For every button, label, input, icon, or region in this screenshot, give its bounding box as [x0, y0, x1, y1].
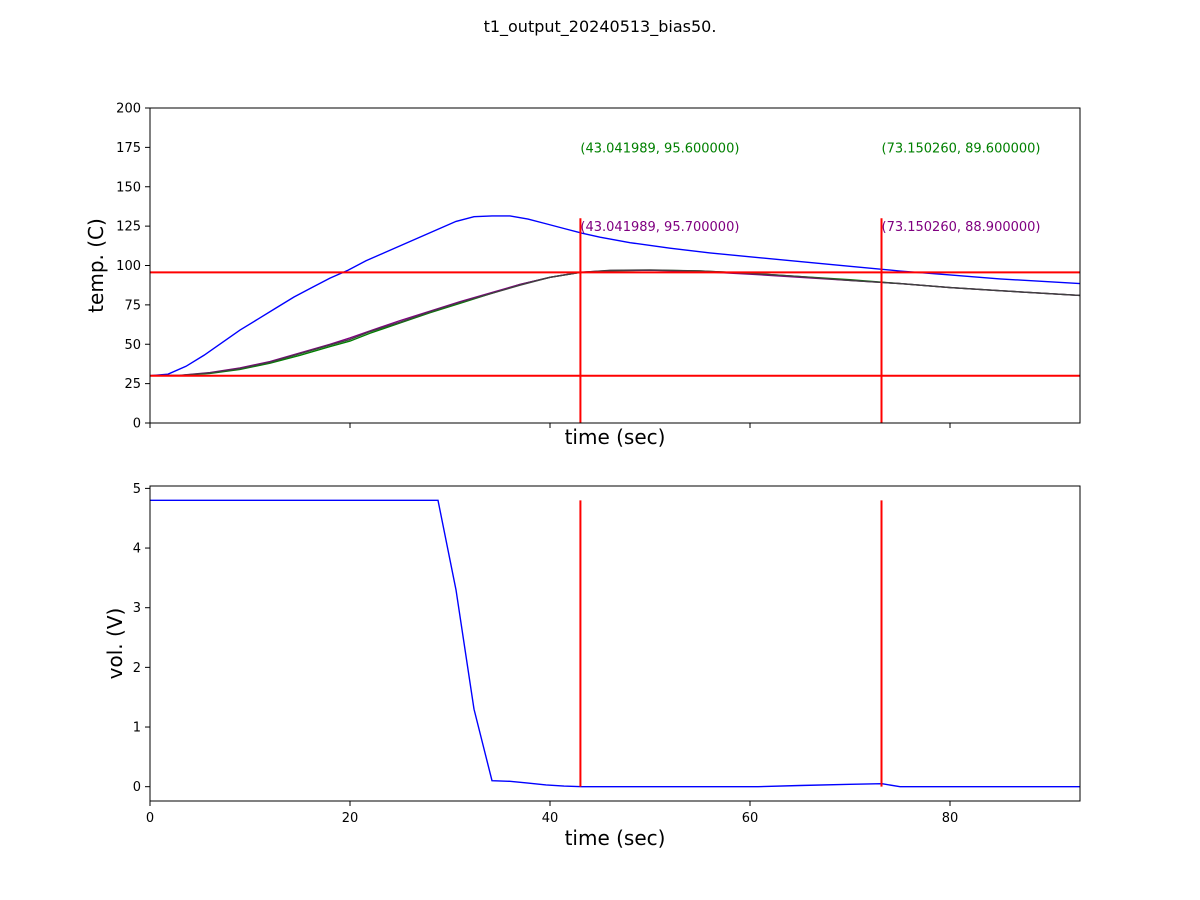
- voltage-series-line-1: [150, 499, 1080, 788]
- figure-title: t1_output_20240513_bias50.: [484, 17, 717, 37]
- temperature-series-line-4: [150, 269, 1080, 377]
- voltage-chart: 0 1 2 3 4 5 0 20 40 60 80 time (sec) vol. (V): [103, 482, 1081, 850]
- temperature-series-line-1: [150, 215, 1080, 377]
- voltage-x-tick-label-40: 40: [542, 811, 559, 826]
- voltage-x-tick-label-0: 0: [146, 811, 154, 826]
- temperature-y-tick-label-200: 200: [116, 102, 141, 117]
- voltage-y-tick-label-3: 3: [133, 601, 141, 616]
- temperature-annotation-2: (73.150260, 89.600000): [882, 141, 1041, 156]
- voltage-plot-frame: [149, 485, 1081, 802]
- voltage-y-axis-label: vol. (V): [103, 608, 127, 680]
- voltage-x-tick-label-60: 60: [742, 811, 759, 826]
- temperature-y-tick-label-175: 175: [116, 141, 141, 156]
- voltage-x-axis-label: time (sec): [565, 826, 666, 850]
- temperature-annotation-3: (43.041989, 95.700000): [580, 220, 739, 235]
- voltage-x-tick-label-80: 80: [942, 811, 959, 826]
- temperature-series-line-2: [150, 269, 1080, 377]
- voltage-x-tick-label-20: 20: [342, 811, 359, 826]
- voltage-y-tick-label-2: 2: [133, 661, 141, 676]
- temperature-y-tick-label-100: 100: [116, 259, 141, 274]
- temperature-y-tick-label-75: 75: [124, 298, 141, 313]
- temperature-y-tick-label-25: 25: [124, 377, 141, 392]
- temperature-x-axis-label: time (sec): [565, 425, 666, 449]
- temperature-y-tick-label-150: 150: [116, 180, 141, 195]
- temperature-y-tick-label-0: 0: [133, 417, 141, 432]
- temperature-y-tick-label-125: 125: [116, 220, 141, 235]
- voltage-y-tick-label-0: 0: [133, 780, 141, 795]
- voltage-y-tick-label-5: 5: [133, 482, 141, 497]
- temperature-chart: (43.041989, 95.600000) (73.150260, 89.600…: [84, 102, 1081, 449]
- temperature-annotation-4: (73.150260, 88.900000): [882, 220, 1041, 235]
- temperature-series-line-3: [150, 269, 1080, 377]
- voltage-y-tick-label-1: 1: [133, 721, 141, 736]
- temperature-y-axis-label: temp. (C): [84, 218, 108, 313]
- temperature-y-tick-label-50: 50: [124, 338, 141, 353]
- temperature-annotation-1: (43.041989, 95.600000): [580, 141, 739, 156]
- voltage-y-tick-label-4: 4: [133, 542, 141, 557]
